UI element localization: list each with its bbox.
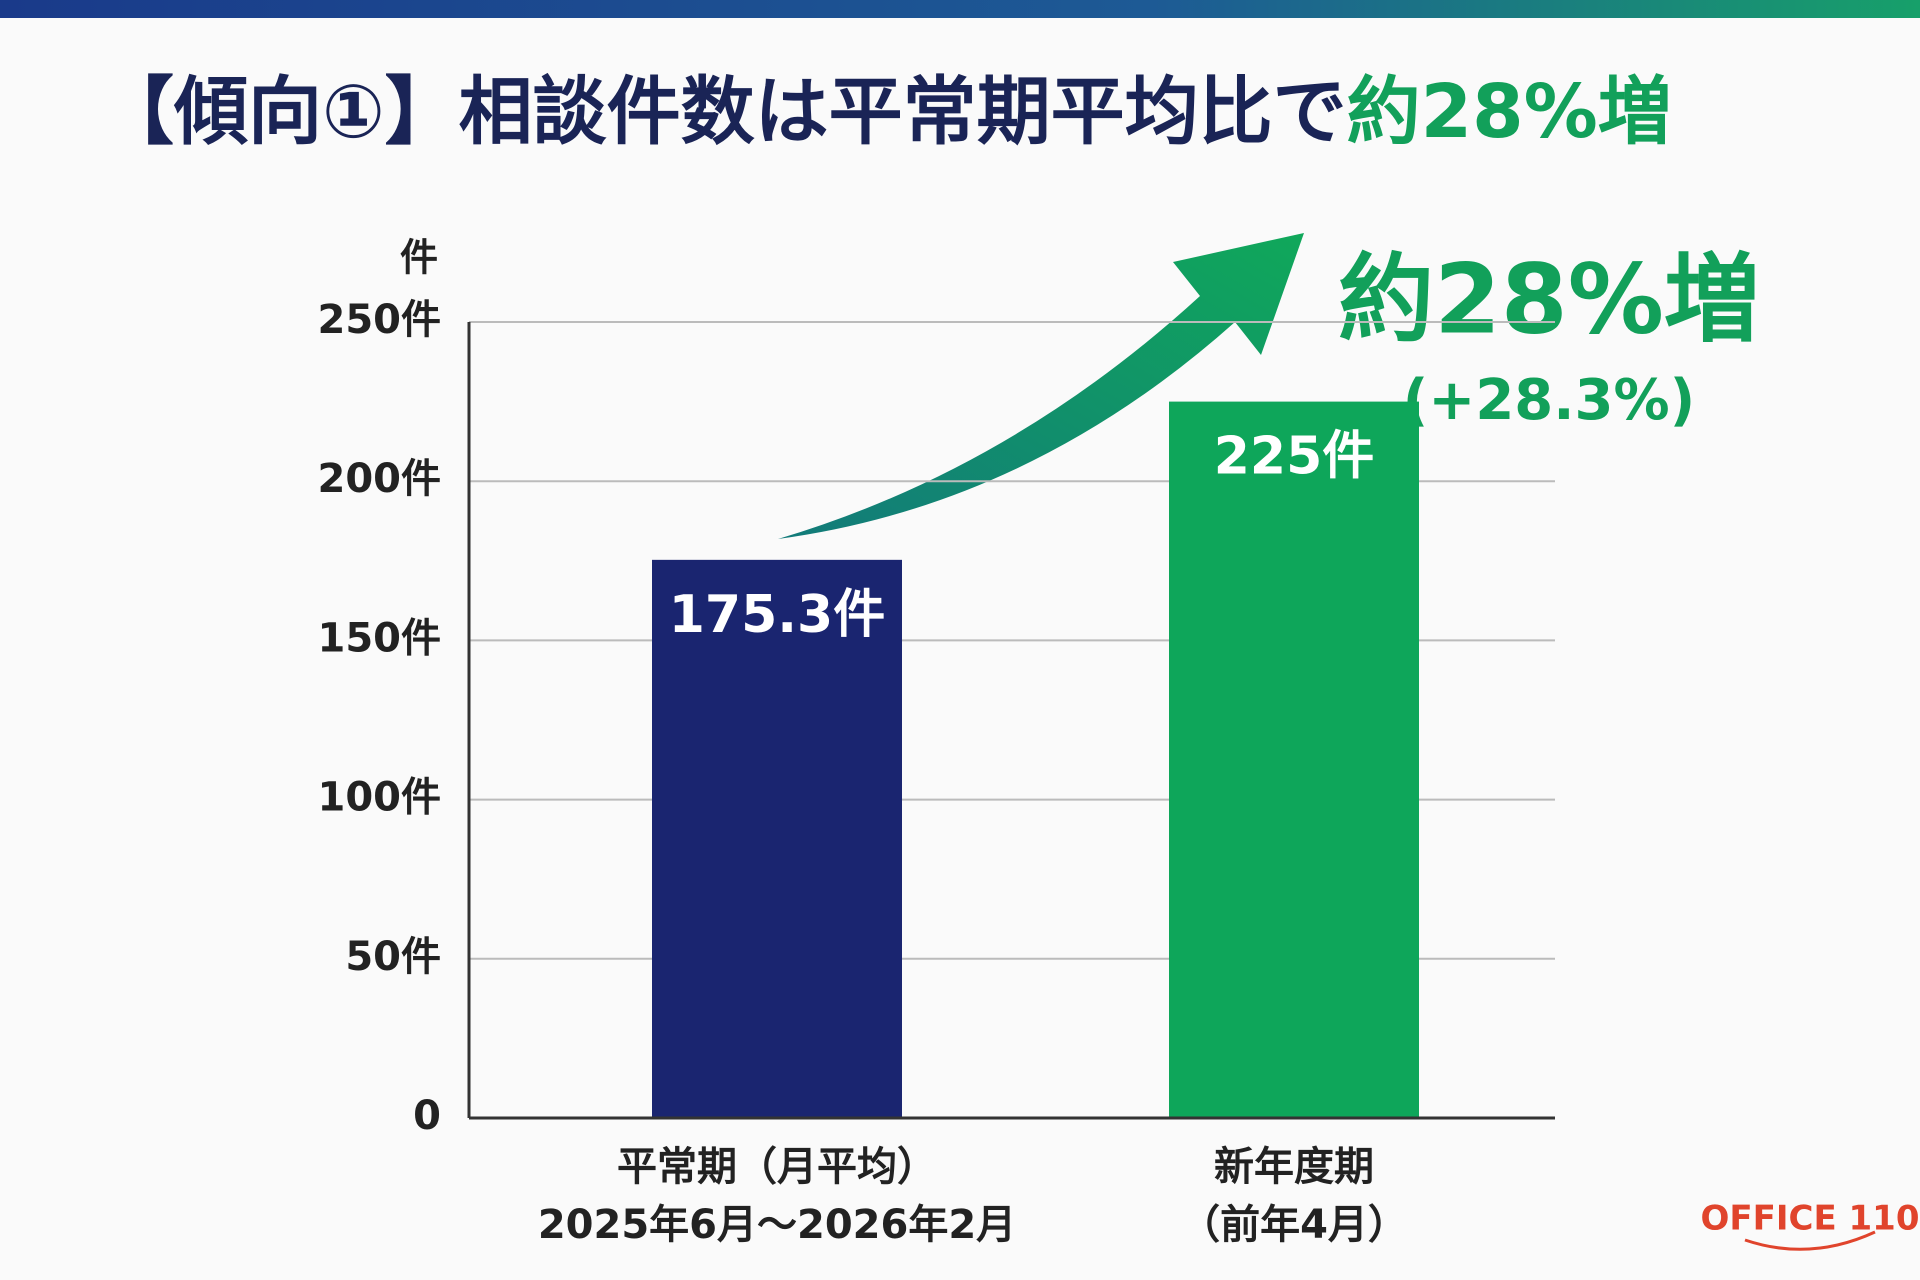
value-label: 175.3件: [669, 585, 885, 645]
x-tick-note: （前年4月）: [1180, 1202, 1408, 1248]
y-tick-label: 200件: [318, 456, 442, 502]
x-tick-label: 平常期（月平均）: [617, 1144, 937, 1190]
value-label: 225件: [1214, 427, 1375, 487]
y-tick-label: 100件: [318, 775, 442, 821]
y-tick-label: 0: [413, 1093, 441, 1139]
y-tick-label: 150件: [318, 615, 442, 661]
growth-arrow: [778, 233, 1304, 539]
logo-swoosh: [1744, 1230, 1876, 1251]
title-main: 【傾向①】相談件数は平常期平均比で: [100, 69, 1347, 155]
y-tick-label: 50件: [345, 934, 441, 980]
bar: [652, 559, 902, 1118]
title-highlight: 約28%増: [1347, 69, 1672, 155]
annotation: 約28%増: [1338, 243, 1760, 355]
chart-title: 【傾向①】相談件数は平常期平均比で約28%増: [100, 69, 1672, 155]
bar: [1169, 401, 1419, 1119]
logo: OFFICE 110: [1701, 1199, 1920, 1239]
annotation-note: (+28.3%): [1403, 368, 1695, 433]
y-tick-label: 250件: [318, 297, 442, 343]
y-unit: 件: [400, 236, 438, 280]
x-tick-label: 新年度期: [1214, 1144, 1374, 1190]
top-band: [0, 0, 1920, 18]
x-tick-note: 2025年6月〜2026年2月: [538, 1202, 1016, 1248]
